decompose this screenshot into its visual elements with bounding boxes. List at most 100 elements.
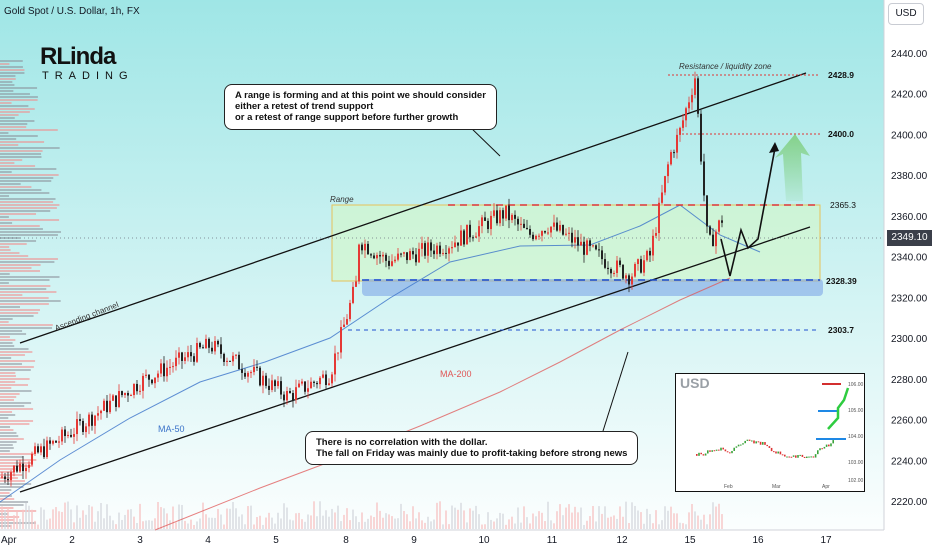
logo-main-text: RLinda xyxy=(40,43,116,70)
volume-bar xyxy=(232,502,234,529)
volume-bar xyxy=(124,514,126,529)
candle-body xyxy=(418,248,420,263)
volume-bar xyxy=(46,519,48,529)
volume-profile-bar xyxy=(0,300,61,302)
candle-body xyxy=(340,327,342,353)
volume-bar xyxy=(298,512,300,529)
volume-bar xyxy=(490,519,492,529)
candle-body xyxy=(568,232,570,234)
inset-candle xyxy=(832,440,834,444)
candle-body xyxy=(280,381,282,395)
volume-profile-bar xyxy=(0,156,42,158)
volume-bar xyxy=(196,521,198,529)
y-tick-label: 2360.00 xyxy=(891,212,928,223)
candle-body xyxy=(694,78,696,95)
volume-profile-bar xyxy=(0,288,47,290)
callout-bottom: There is no correlation with the dollar.… xyxy=(305,431,639,466)
candle-body xyxy=(514,214,516,219)
candle-body xyxy=(481,217,483,227)
volume-profile-bar xyxy=(0,189,42,191)
candle-body xyxy=(520,223,522,225)
inset-y-tick: 104.00 xyxy=(848,434,864,440)
callout-top: A range is forming and at this point we … xyxy=(224,84,497,130)
inset-candle xyxy=(726,451,729,453)
candle-body xyxy=(385,254,387,261)
inset-candle xyxy=(704,453,707,456)
resistance-zone-label: Resistance / liquidity zone xyxy=(679,62,772,71)
candle-body xyxy=(82,420,84,433)
candle-body xyxy=(61,429,63,442)
volume-bar xyxy=(292,520,294,529)
y-tick-label: 2300.00 xyxy=(891,334,928,345)
candle-body xyxy=(511,214,513,221)
volume-profile-bar xyxy=(0,402,32,404)
volume-profile-bar xyxy=(0,423,30,425)
inset-candle xyxy=(784,454,786,457)
inset-candle xyxy=(720,447,722,451)
volume-bar xyxy=(646,508,648,529)
volume-bar xyxy=(16,511,18,529)
inset-candle xyxy=(764,442,766,445)
candle-body xyxy=(361,244,363,251)
volume-profile-bar xyxy=(0,195,10,197)
candles xyxy=(1,71,723,487)
currency-button[interactable]: USD xyxy=(888,3,924,25)
level-2400-label: 2400.0 xyxy=(828,129,854,139)
volume-profile-bar xyxy=(0,252,20,254)
volume-bar xyxy=(121,519,123,529)
volume-bar xyxy=(481,524,483,529)
volume-profile-bar xyxy=(0,255,29,257)
candle-body xyxy=(646,250,648,261)
candle-body xyxy=(367,243,369,255)
candle-body xyxy=(151,379,153,384)
volume-bar xyxy=(10,524,12,529)
target-arrow xyxy=(775,134,810,201)
volume-bar xyxy=(523,506,525,529)
callout-top-line: A range is forming and at this point we … xyxy=(235,90,486,101)
volume-profile-bar xyxy=(0,498,15,500)
volume-profile-bar xyxy=(0,105,29,107)
volume-profile-bar xyxy=(0,504,24,506)
inset-candle xyxy=(733,447,735,451)
volume-bar xyxy=(61,511,63,529)
inset-candle xyxy=(698,452,700,456)
volume-bar xyxy=(262,524,264,529)
volume-profile-bar xyxy=(0,90,14,92)
candle-body xyxy=(178,352,180,358)
volume-bar xyxy=(625,501,627,529)
inset-candle xyxy=(740,444,742,446)
candle-body xyxy=(526,227,528,229)
volume-profile-bar xyxy=(0,420,34,422)
volume-profile-bar xyxy=(0,273,10,275)
volume-profile-bar xyxy=(0,237,21,239)
volume-bar xyxy=(688,512,690,529)
volume-bar xyxy=(553,523,555,529)
candle-body xyxy=(556,222,558,231)
volume-bar xyxy=(13,515,15,529)
volume-bar xyxy=(328,516,330,529)
candle-body xyxy=(118,391,120,407)
volume-bar xyxy=(199,518,201,529)
volume-bar xyxy=(418,512,420,529)
volume-bar xyxy=(622,516,624,529)
volume-profile-bar xyxy=(0,201,54,203)
volume-profile-bar xyxy=(0,141,45,143)
candle-body xyxy=(190,352,192,357)
volume-profile-bar xyxy=(0,501,29,503)
candle-body xyxy=(532,234,534,240)
volume-bar xyxy=(466,522,468,529)
volume-profile-bar xyxy=(0,309,40,311)
volume-profile-bar xyxy=(0,336,10,338)
volume-bar xyxy=(580,507,582,529)
volume-bar xyxy=(19,519,21,529)
candle-body xyxy=(142,375,144,391)
volume-bar xyxy=(100,503,102,529)
volume-profile-bar xyxy=(0,147,60,149)
candle-body xyxy=(619,260,621,265)
candle-body xyxy=(28,464,30,468)
volume-profile-bar xyxy=(0,441,17,443)
volume-profile-bar xyxy=(0,351,33,353)
volume-bar xyxy=(367,518,369,529)
candle-body xyxy=(457,242,459,246)
forecast-path xyxy=(720,147,776,277)
